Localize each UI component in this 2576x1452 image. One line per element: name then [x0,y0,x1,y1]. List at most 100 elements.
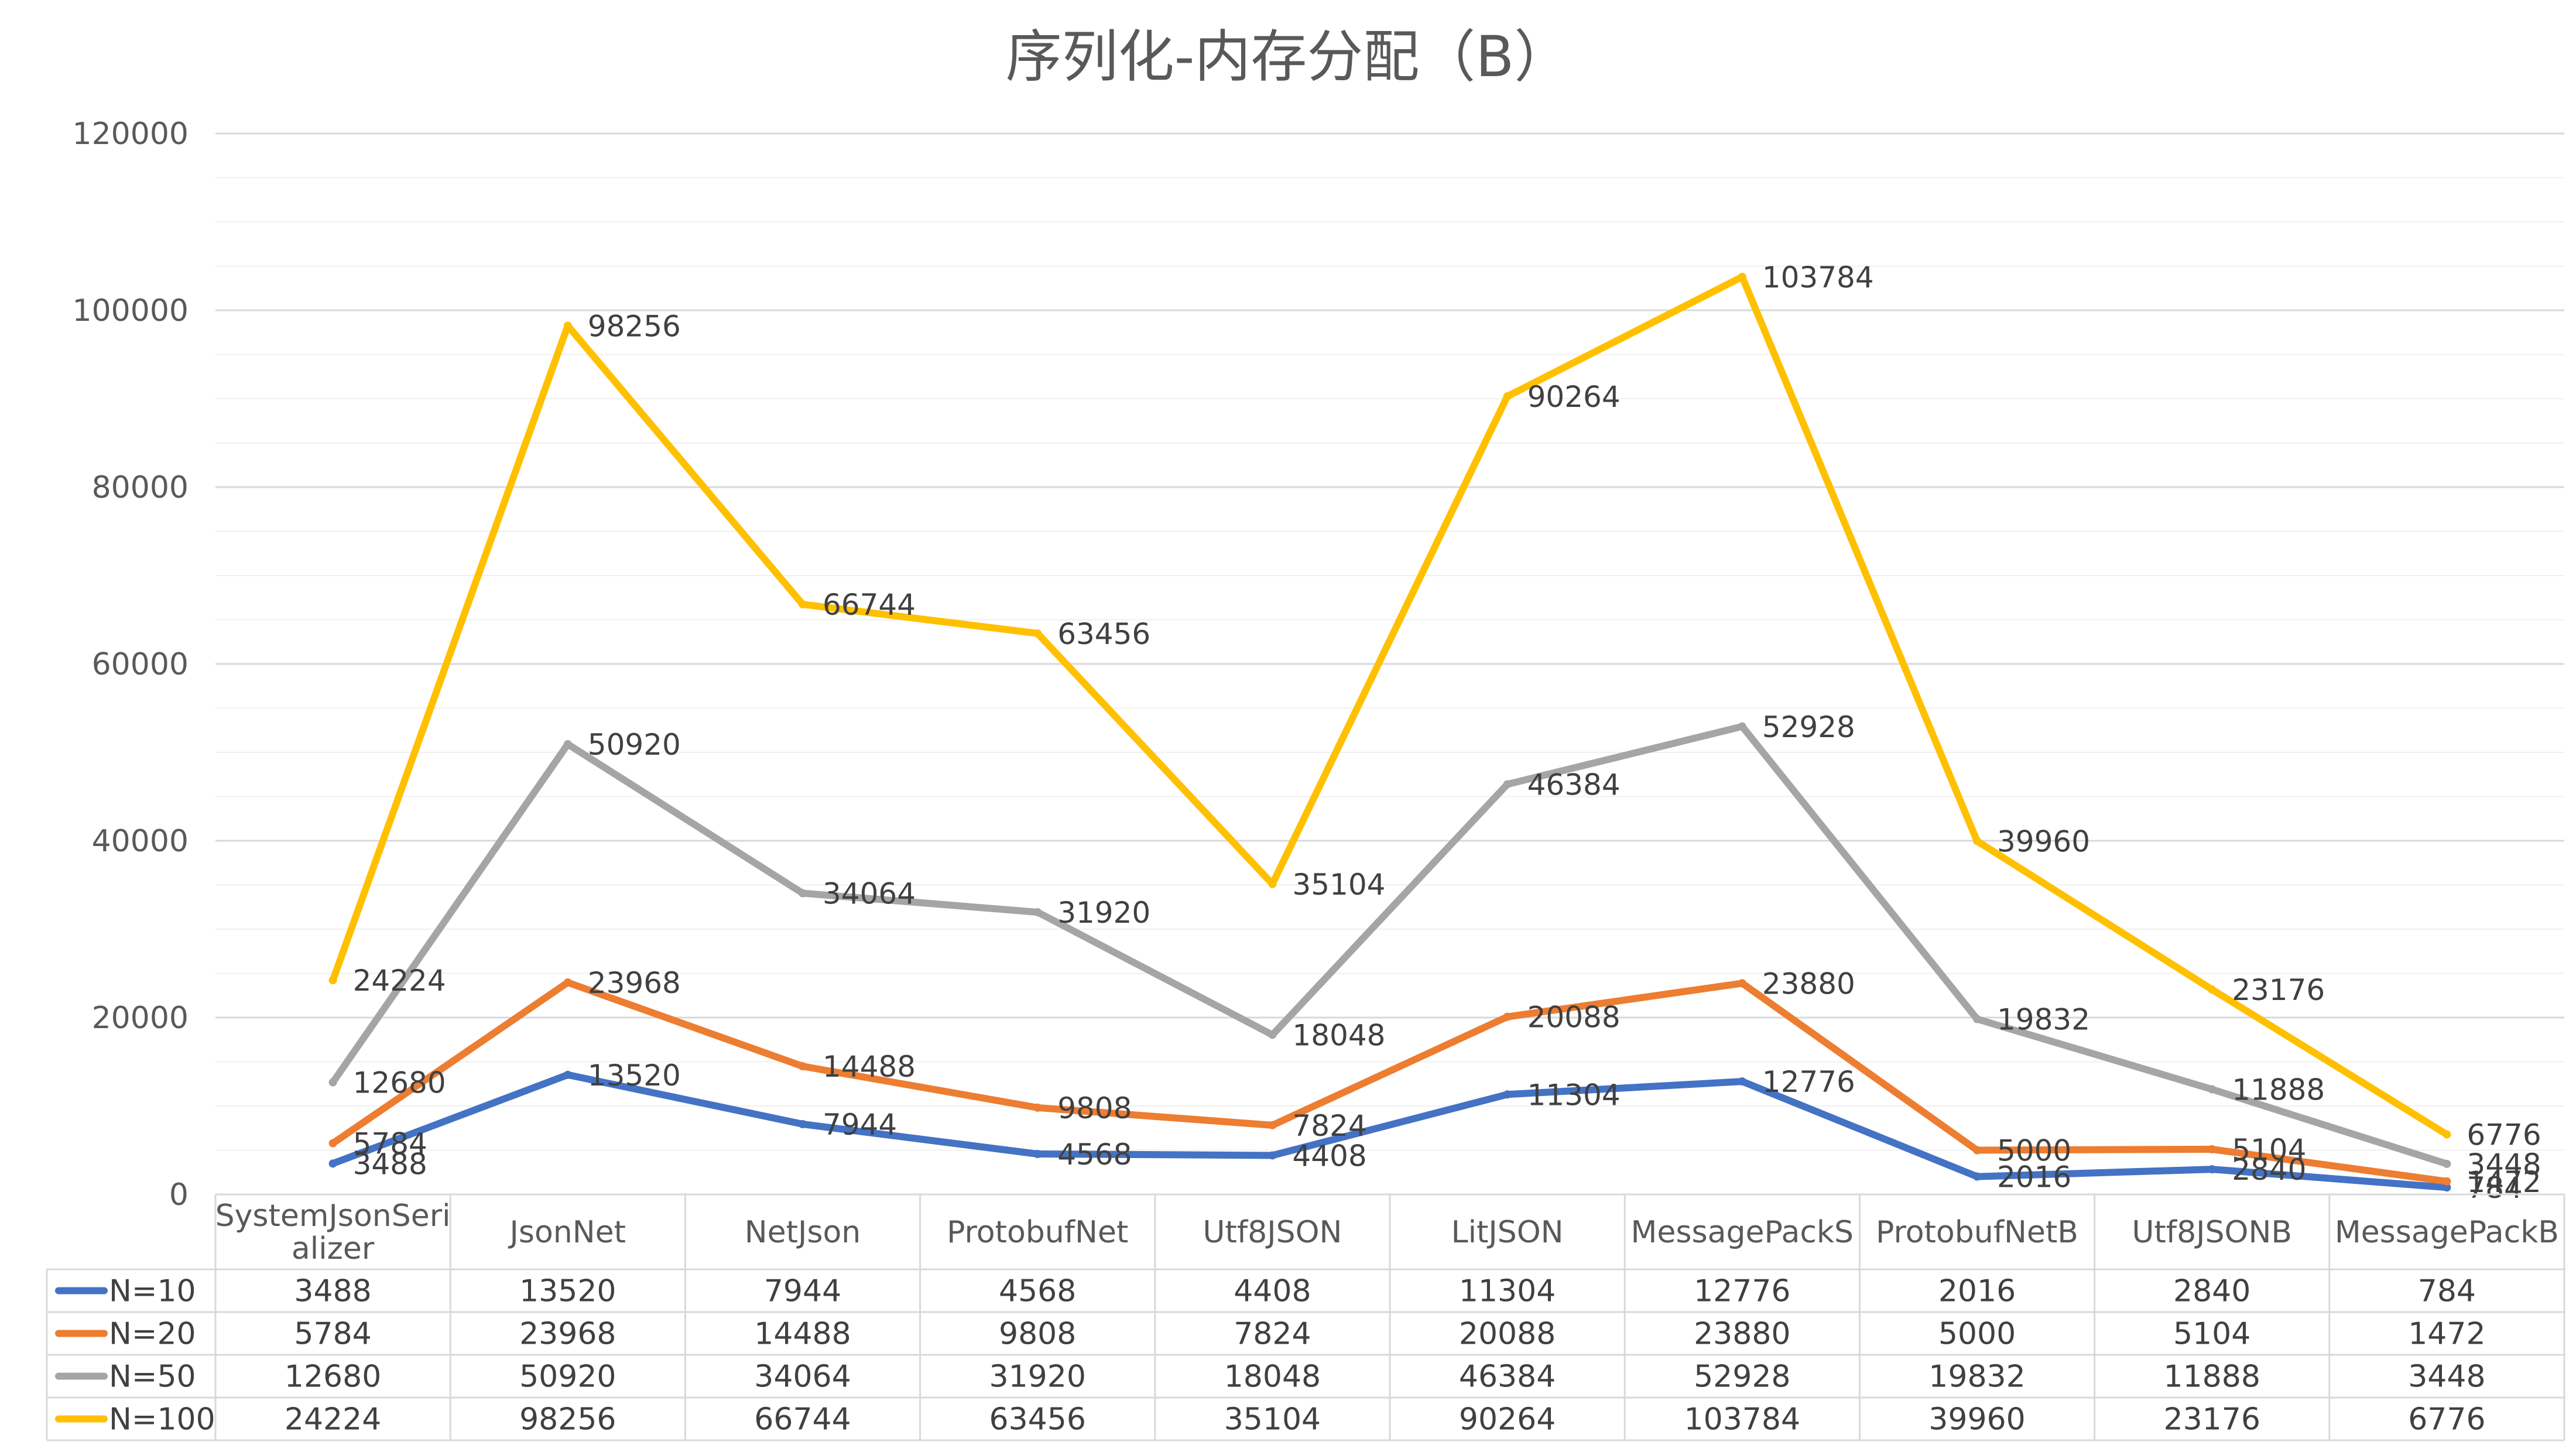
data-label: 23880 [1762,967,1855,1001]
table-cell: 24224 [285,1402,381,1437]
category-label: LitJSON [1451,1215,1564,1250]
data-point [1268,1121,1277,1129]
data-label: 63456 [1057,617,1150,651]
data-label: 46384 [1527,768,1621,802]
data-point [2443,1130,2451,1139]
y-tick-label: 20000 [92,1001,189,1036]
data-point [563,1070,572,1079]
table-cell: 20088 [1459,1317,1556,1352]
data-point [799,1120,807,1129]
data-point [2443,1177,2451,1186]
data-point [1503,1012,1512,1021]
data-label: 14488 [823,1050,916,1084]
table-cell: 50920 [519,1359,616,1395]
table-cell: 5000 [1938,1317,2016,1352]
data-point [1973,1015,1981,1023]
data-point [1503,392,1512,401]
series-lines [328,272,2451,1192]
data-label: 52928 [1762,710,1855,744]
table-cell: 2016 [1938,1274,2016,1309]
data-label: 12776 [1762,1065,1855,1099]
table-cell: 31920 [989,1359,1085,1395]
legend-label: N=100 [109,1402,215,1437]
data-label: 31920 [1057,896,1150,930]
y-tick-label: 40000 [92,824,189,859]
data-label: 39960 [1997,825,2090,859]
data-point [1738,979,1746,988]
series-line-N=50 [329,722,2451,1167]
data-label: 4568 [1057,1138,1132,1172]
data-point [1033,1103,1042,1112]
data-point [328,1159,337,1168]
data-label: 98256 [588,309,681,343]
data-point [328,976,337,985]
table-cell: 6776 [2408,1402,2485,1437]
table-cell: 11888 [2163,1359,2260,1395]
data-label: 7824 [1292,1109,1366,1143]
table-cell: 3488 [294,1274,371,1309]
y-axis: 0 20000 40000 60000 80000 100000 120000 [72,117,189,1213]
category-label: Utf8JSON [1203,1215,1342,1250]
legend-label: N=50 [109,1359,196,1395]
table-cell: 4568 [999,1274,1076,1309]
table-cell: 63456 [989,1402,1085,1437]
data-label: 66744 [823,588,916,622]
data-point [1738,1077,1746,1086]
y-tick-label: 80000 [92,470,189,505]
data-label: 13520 [588,1059,681,1093]
data-label: 35104 [1292,868,1385,902]
table-cell: 52928 [1694,1359,1790,1395]
table-cell: 39960 [1928,1402,2025,1437]
table-cell: 14488 [754,1317,851,1352]
data-point [799,889,807,898]
data-point [2208,985,2217,994]
table-cell: 7824 [1234,1317,1311,1352]
data-label: 7944 [823,1108,897,1142]
data-point [2443,1183,2451,1192]
data-point [1033,629,1042,638]
data-label: 5784 [353,1127,427,1161]
data-label: 3488 [353,1147,427,1181]
data-point [1033,1150,1042,1159]
data-label: 3448 [2467,1148,2541,1182]
data-label: 1472 [2467,1165,2541,1199]
table-cell: 66744 [754,1402,851,1437]
data-point [563,321,572,330]
table-cell: 23176 [2163,1402,2260,1437]
table-cell: 11304 [1459,1274,1556,1309]
category-label: JsonNet [508,1215,626,1250]
data-point [2443,1159,2451,1168]
table-cell: 12680 [285,1359,381,1395]
data-label: 20088 [1527,1001,1621,1035]
table-cell: 90264 [1459,1402,1556,1437]
data-point [2208,1165,2217,1174]
data-label: 11888 [2232,1073,2325,1107]
category-label: MessagePackB [2335,1215,2559,1250]
data-point [1973,1146,1981,1155]
category-label: SystemJsonSeri [215,1198,451,1234]
data-point [1738,722,1746,731]
data-point [1503,780,1512,789]
table-cell: 2840 [2173,1274,2250,1309]
data-point [1268,1151,1277,1160]
table-cell: 103784 [1684,1402,1801,1437]
data-label: 11304 [1527,1078,1621,1112]
chart-title: 序列化-内存分配（B） [1006,24,1571,90]
data-label: 5000 [1997,1134,2071,1168]
category-label: MessagePackS [1631,1215,1854,1250]
table-cell: 23880 [1694,1317,1790,1352]
series-line-N=10 [329,1071,2451,1191]
data-label: 24224 [353,964,446,998]
table-cell: 5784 [294,1317,371,1352]
data-label: 18048 [1292,1018,1385,1052]
y-tick-label: 120000 [72,117,189,152]
data-label: 9808 [1057,1091,1132,1125]
table-cell: 12776 [1694,1274,1790,1309]
table-cell: 13520 [519,1274,616,1309]
data-point [799,600,807,609]
table-cell: 9808 [999,1317,1076,1352]
data-point [2208,1085,2217,1094]
data-label: 12680 [353,1066,446,1100]
